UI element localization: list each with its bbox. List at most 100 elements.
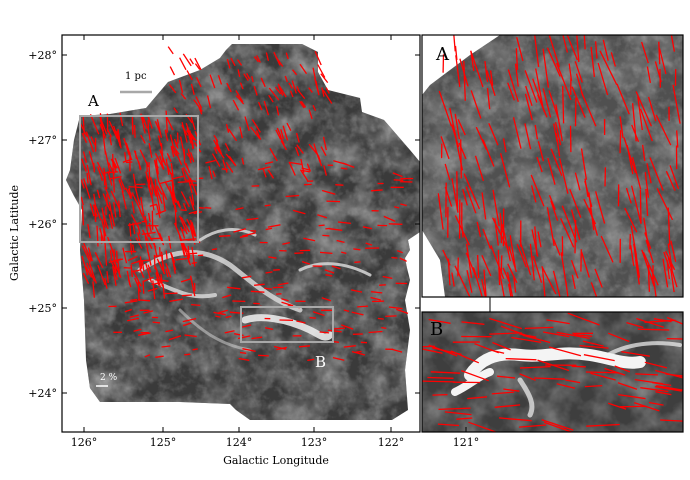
polarization-vector <box>337 221 351 225</box>
polarization-vector <box>630 245 635 266</box>
polarization-vector <box>607 402 627 410</box>
polarization-vector <box>530 185 537 203</box>
polarization-vector <box>400 203 407 207</box>
polarization-vector <box>646 163 652 184</box>
polarization-vector <box>556 331 590 340</box>
polarization-vector <box>607 332 630 343</box>
polarization-vector <box>552 270 561 297</box>
polarization-vector <box>475 126 488 150</box>
polarization-vector <box>164 182 177 203</box>
polarization-vector <box>636 317 664 328</box>
polarization-vector <box>191 222 197 237</box>
polarization-vector <box>166 153 172 162</box>
polarization-vector <box>531 229 539 257</box>
polarization-vector <box>111 212 116 227</box>
polarization-vector <box>155 158 159 175</box>
polarization-vector <box>117 259 121 278</box>
polarization-vector <box>250 126 261 140</box>
polarization-vector <box>276 346 288 351</box>
polarization-vector <box>594 191 606 224</box>
polarization-vector <box>190 83 195 95</box>
polarization-vector <box>511 336 542 344</box>
polarization-vector <box>113 269 118 280</box>
polarization-vector <box>574 172 581 191</box>
polarization-vector <box>465 186 477 214</box>
polarization-vector <box>276 127 282 138</box>
polarization-vector <box>180 191 190 208</box>
polarization-vector <box>637 328 670 331</box>
polarization-vector <box>449 107 457 139</box>
polarization-vector <box>320 146 327 157</box>
polarization-vector <box>239 126 243 139</box>
polarization-vector <box>542 48 550 88</box>
polarization-vector <box>296 86 300 93</box>
polarization-vector <box>161 345 171 348</box>
polarization-vector <box>158 232 164 243</box>
polarization-vector <box>108 214 114 229</box>
polarization-vector <box>122 247 128 264</box>
polarization-vector <box>241 157 245 165</box>
x-tick-122: 122° <box>378 436 405 449</box>
polarization-vector <box>284 75 288 83</box>
polarization-vector <box>147 264 152 273</box>
polarization-vector <box>644 319 676 323</box>
polarization-vector <box>153 242 158 258</box>
polarization-vector <box>336 239 345 244</box>
polarization-vector <box>453 35 456 52</box>
polarization-vector <box>301 169 310 173</box>
polarization-vector <box>222 159 228 173</box>
polarization-vector <box>141 261 145 271</box>
polarization-vector <box>652 381 672 387</box>
polarization-vector <box>580 251 590 278</box>
polarization-vector <box>394 206 400 209</box>
polarization-vector <box>243 73 249 81</box>
polarization-vector <box>507 283 512 297</box>
polarization-vector <box>145 263 153 283</box>
polarization-vector <box>534 124 539 140</box>
polarization-vector <box>156 204 161 218</box>
polarization-vector <box>182 317 197 323</box>
polarization-vector <box>103 171 118 174</box>
polarization-vector <box>562 85 565 124</box>
polarization-vector <box>142 280 145 294</box>
polarization-vector <box>645 188 649 217</box>
polarization-vector <box>383 215 396 222</box>
polarization-vector <box>127 255 138 262</box>
polarization-vector <box>173 222 182 240</box>
polarization-vector <box>481 279 487 297</box>
polarization-vector <box>513 277 517 293</box>
polarization-vector <box>127 222 142 226</box>
polarization-vector <box>323 165 328 176</box>
polarization-vector <box>230 57 236 67</box>
polarization-vector <box>178 215 188 235</box>
polarization-vector <box>597 62 609 96</box>
polarization-vector <box>178 79 184 94</box>
polarization-vector <box>619 130 622 154</box>
polarization-vector <box>239 235 249 238</box>
polarization-vector <box>145 175 152 191</box>
polarization-vector <box>317 214 327 219</box>
polarization-vector <box>211 248 218 251</box>
polarization-vector <box>86 262 96 282</box>
x-tick-121: 121° <box>453 436 480 449</box>
polarization-vector <box>340 167 348 170</box>
polarization-vector <box>225 123 230 133</box>
polarization-vector <box>519 373 536 381</box>
polarization-vector <box>139 256 143 269</box>
polarization-vector <box>155 186 163 204</box>
polarization-vector <box>194 63 201 70</box>
polarization-vector <box>514 63 519 87</box>
polarization-vector <box>273 345 287 350</box>
polarization-vector <box>377 317 384 320</box>
polarization-vector <box>125 161 133 164</box>
polarization-vector <box>217 75 223 85</box>
polarization-vector <box>118 179 124 193</box>
polarization-vector <box>101 207 106 228</box>
polarization-vectors-inset-a <box>437 35 681 297</box>
polarization-vector <box>204 206 212 209</box>
polarization-vector <box>90 136 96 146</box>
polarization-vector <box>189 152 195 163</box>
polarization-vector <box>399 257 407 262</box>
polarization-vector <box>491 391 515 395</box>
